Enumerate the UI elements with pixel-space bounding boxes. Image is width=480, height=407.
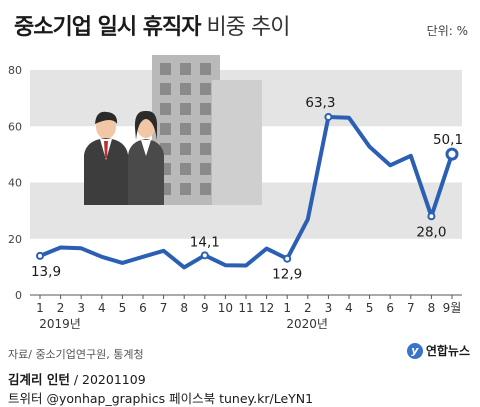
y-tick-label: 60 [8, 120, 22, 133]
title-subtitle: 비중 추이 [206, 15, 290, 40]
data-point [283, 254, 292, 263]
data-point [445, 147, 459, 161]
building-window [180, 143, 191, 155]
building-window [160, 183, 171, 195]
x-tick-label: 6 [139, 301, 147, 315]
yonhap-logo: y 연합뉴스 [406, 342, 470, 359]
title-main: 중소기업 일시 휴직자 [14, 15, 201, 40]
x-tick-label: 3 [325, 301, 333, 315]
x-tick-label: 12 [259, 301, 274, 315]
x-tick-label: 9월 [443, 301, 462, 315]
x-tick-label: 8 [428, 301, 436, 315]
data-label: 50,1 [433, 132, 463, 148]
building-window [160, 163, 171, 175]
data-label: 28,0 [416, 224, 446, 240]
building-window [160, 103, 171, 115]
building-window [180, 123, 191, 135]
x-tick-label: 3 [77, 301, 85, 315]
data-label: 63,3 [305, 95, 335, 111]
building-window [160, 143, 171, 155]
x-tick-label: 10 [218, 301, 233, 315]
data-labels: 13,9 14,1 12,9 63,3 28,0 50,1 [31, 95, 463, 283]
data-label: 13,9 [31, 264, 61, 280]
year-labels: 2019년 2020년 [39, 317, 328, 331]
x-tick-label: 5 [119, 301, 127, 315]
data-points [36, 112, 459, 263]
businessman-icon [84, 111, 128, 205]
logo-text: 연합뉴스 [425, 344, 470, 358]
x-tick-label: 6 [386, 301, 394, 315]
building-window [180, 183, 191, 195]
year-label: 2020년 [286, 317, 328, 331]
building-window [200, 163, 211, 175]
x-tick-labels: 1 2 3 4 5 6 7 8 9 10 11 12 1 2 3 4 5 6 7 8 9월 [36, 295, 461, 315]
series-line [38, 115, 454, 270]
x-tick-label: 1 [283, 301, 291, 315]
building-window [180, 83, 191, 95]
building-windows [160, 63, 211, 195]
logo-mark-icon: y [406, 342, 423, 359]
x-tick-label: 7 [407, 301, 415, 315]
x-tick-label: 5 [366, 301, 374, 315]
data-point [427, 212, 436, 221]
x-tick-label: 7 [160, 301, 168, 315]
chart-title: 중소기업 일시 휴직자 비중 추이 [14, 9, 290, 41]
x-tick-label: 11 [238, 301, 253, 315]
businesswoman-icon [128, 110, 164, 205]
building-window [200, 143, 211, 155]
data-point [36, 251, 44, 260]
credit-date: / 20201109 [69, 372, 146, 387]
credit-name: 김계리 인턴 [8, 372, 70, 387]
source-note: 자료/ 중소기업연구원, 통계청 [8, 348, 144, 361]
building-window [160, 123, 171, 135]
unit-label: 단위: % [426, 24, 468, 38]
x-tick-label: 2 [304, 301, 312, 315]
building-window [180, 63, 191, 75]
y-tick-label: 0 [15, 289, 22, 302]
y-tick-labels: 0 20 40 60 80 [8, 64, 22, 302]
x-tick-label: 1 [36, 301, 44, 315]
x-tick-label: 8 [180, 301, 188, 315]
building-window [200, 123, 211, 135]
data-label: 12,9 [272, 267, 302, 283]
building-window [200, 183, 211, 195]
building-window [200, 63, 211, 75]
data-point [200, 251, 209, 260]
building-window [200, 83, 211, 95]
x-tick-label: 4 [98, 301, 106, 315]
data-label: 14,1 [190, 234, 220, 250]
building-side [212, 80, 262, 205]
data-point [324, 112, 333, 121]
y-tick-label: 20 [8, 233, 22, 246]
x-tick-label: 4 [345, 301, 353, 315]
year-label: 2019년 [39, 317, 81, 331]
building-window [200, 103, 211, 115]
y-tick-label: 80 [8, 64, 22, 77]
social-links: 트위터 @yonhap_graphics 페이스북 tuney.kr/LeYN1 [8, 391, 314, 406]
building-window [180, 163, 191, 175]
office-illustration [84, 55, 262, 205]
building-window [160, 83, 171, 95]
credit-line: 김계리 인턴 / 20201109 [8, 369, 146, 388]
building-window [160, 63, 171, 75]
building-window [180, 103, 191, 115]
x-tick-label: 9 [201, 301, 209, 315]
x-tick-label: 2 [57, 301, 65, 315]
y-tick-label: 40 [8, 177, 22, 190]
